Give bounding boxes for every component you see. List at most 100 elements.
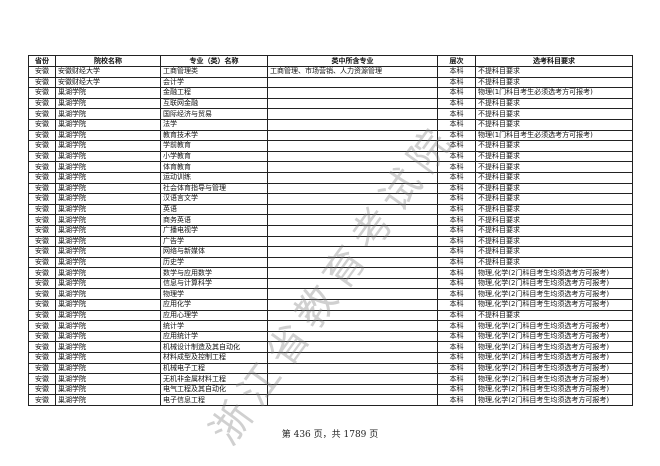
cell-major: 无机非金属材料工程 bbox=[160, 373, 268, 385]
cell-level: 本科 bbox=[437, 352, 476, 364]
cell-province: 安徽 bbox=[28, 309, 56, 322]
cell-subject-requirement: 不提科目要求 bbox=[475, 161, 633, 173]
cell-province: 安徽 bbox=[28, 256, 56, 269]
cell-school: 巢湖学院 bbox=[55, 362, 161, 375]
cell-subject-requirement: 物理,化学(2门科目考生均须选考方可报考) bbox=[475, 277, 633, 290]
table-row: 安徽 巢湖学院 汉语言文学 本科 不提科目要求 bbox=[28, 193, 633, 205]
cell-level: 本科 bbox=[437, 277, 476, 290]
cell-province: 安徽 bbox=[28, 277, 56, 290]
cell-school: 巢湖学院 bbox=[55, 224, 161, 237]
cell-province: 安徽 bbox=[28, 150, 56, 163]
cell-major: 广告学 bbox=[160, 235, 268, 248]
cell-subject-requirement: 不提科目要求 bbox=[475, 224, 633, 237]
cell-school: 巢湖学院 bbox=[55, 267, 161, 279]
table-row: 安徽 巢湖学院 物理学 本科 物理,化学(2门科目考生均须选考方可报考) bbox=[28, 288, 633, 301]
cell-school: 巢湖学院 bbox=[55, 277, 161, 290]
cell-subject-requirement: 不提科目要求 bbox=[475, 256, 633, 269]
cell-subject-requirement: 不提科目要求 bbox=[475, 171, 633, 184]
cell-major: 历史学 bbox=[160, 256, 268, 269]
table-row: 安徽 巢湖学院 电气工程及其自动化 本科 物理,化学(2门科目考生均须选考方可报考) bbox=[28, 383, 633, 396]
cell-included-majors bbox=[267, 150, 438, 163]
table-row: 安徽 巢湖学院 数学与应用数学 本科 物理,化学(2门科目考生均须选考方可报考) bbox=[28, 267, 633, 279]
cell-included-majors bbox=[267, 108, 438, 120]
cell-school: 巢湖学院 bbox=[55, 87, 161, 99]
table-row: 安徽 巢湖学院 学前教育 本科 不提科目要求 bbox=[28, 140, 633, 152]
cell-subject-requirement: 物理,化学(2门科目考生均须选考方可报考) bbox=[475, 341, 633, 354]
cell-included-majors bbox=[267, 267, 438, 279]
cell-school: 巢湖学院 bbox=[55, 203, 161, 216]
cell-subject-requirement: 物理(1门科目考生必须选考方可报考) bbox=[475, 129, 633, 142]
table-body: 安徽 安徽财经大学 工商管理类 工商管理、市场营销、人力资源管理 本科 不提科目要求 安徽安… bbox=[28, 66, 633, 406]
cell-included-majors bbox=[267, 97, 438, 110]
cell-subject-requirement: 不提科目要求 bbox=[475, 235, 633, 248]
cell-subject-requirement: 不提科目要求 bbox=[475, 193, 633, 205]
cell-major: 教育技术学 bbox=[160, 129, 268, 142]
cell-school: 巢湖学院 bbox=[55, 246, 161, 258]
cell-school: 巢湖学院 bbox=[55, 150, 161, 163]
cell-major: 体育教育 bbox=[160, 161, 268, 173]
table-row: 安徽 巢湖学院 广播电视学 本科 不提科目要求 bbox=[28, 224, 633, 237]
cell-subject-requirement: 不提科目要求 bbox=[475, 150, 633, 163]
cell-included-majors bbox=[267, 129, 438, 142]
cell-school: 巢湖学院 bbox=[55, 288, 161, 301]
table-row: 安徽 巢湖学院 互联网金融 本科 不提科目要求 bbox=[28, 97, 633, 110]
cell-included-majors bbox=[267, 256, 438, 269]
cell-included-majors bbox=[267, 352, 438, 364]
cell-major: 统计学 bbox=[160, 320, 268, 332]
cell-major: 英语 bbox=[160, 203, 268, 216]
cell-major: 运动训练 bbox=[160, 171, 268, 184]
cell-school: 巢湖学院 bbox=[55, 161, 161, 173]
header-school: 院校名称 bbox=[55, 55, 161, 67]
cell-level: 本科 bbox=[437, 193, 476, 205]
cell-level: 本科 bbox=[437, 299, 476, 311]
header-major: 专业（类）名称 bbox=[160, 55, 268, 67]
table-row: 安徽 巢湖学院 商务英语 本科 不提科目要求 bbox=[28, 214, 633, 226]
table-row: 安徽 巢湖学院 机械电子工程 本科 物理,化学(2门科目考生均须选考方可报考) bbox=[28, 362, 633, 375]
cell-major: 社会体育指导与管理 bbox=[160, 182, 268, 195]
cell-province: 安徽 bbox=[28, 246, 56, 258]
cell-school: 巢湖学院 bbox=[55, 383, 161, 396]
cell-school: 巢湖学院 bbox=[55, 309, 161, 322]
cell-major: 机械设计制造及其自动化 bbox=[160, 341, 268, 354]
cell-province: 安徽 bbox=[28, 341, 56, 354]
cell-included-majors bbox=[267, 224, 438, 237]
cell-level: 本科 bbox=[437, 362, 476, 375]
table-row: 安徽 巢湖学院 广告学 本科 不提科目要求 bbox=[28, 235, 633, 248]
cell-level: 本科 bbox=[437, 140, 476, 152]
cell-included-majors bbox=[267, 373, 438, 385]
cell-included-majors bbox=[267, 171, 438, 184]
cell-province: 安徽 bbox=[28, 182, 56, 195]
cell-school: 巢湖学院 bbox=[55, 256, 161, 269]
cell-major: 金融工程 bbox=[160, 87, 268, 99]
table-row: 安徽 巢湖学院 教育技术学 本科 物理(1门科目考生必须选考方可报考) bbox=[28, 129, 633, 142]
table-row: 安徽 巢湖学院 应用化学 本科 物理,化学(2门科目考生均须选考方可报考) bbox=[28, 299, 633, 311]
cell-included-majors bbox=[267, 235, 438, 248]
cell-province: 安徽 bbox=[28, 288, 56, 301]
cell-school: 巢湖学院 bbox=[55, 373, 161, 385]
cell-school: 巢湖学院 bbox=[55, 193, 161, 205]
page-number-footer: 第 436 页，共 1789 页 bbox=[281, 430, 379, 440]
table-row: 安徽 巢湖学院 运动训练 本科 不提科目要求 bbox=[28, 171, 633, 184]
cell-major: 电气工程及其自动化 bbox=[160, 383, 268, 396]
cell-province: 安徽 bbox=[28, 108, 56, 120]
cell-school: 巢湖学院 bbox=[55, 97, 161, 110]
cell-major: 会计学 bbox=[160, 76, 268, 89]
table-row: 安徽 巢湖学院 电子信息工程 本科 物理,化学(2门科目考生均须选考方可报考) bbox=[28, 394, 633, 406]
table-row: 安徽 巢湖学院 统计学 本科 物理,化学(2门科目考生均须选考方可报考) bbox=[28, 320, 633, 332]
cell-school: 巢湖学院 bbox=[55, 171, 161, 184]
cell-province: 安徽 bbox=[28, 203, 56, 216]
cell-level: 本科 bbox=[437, 246, 476, 258]
cell-school: 巢湖学院 bbox=[55, 129, 161, 142]
cell-school: 巢湖学院 bbox=[55, 108, 161, 120]
table-row: 安徽 巢湖学院 历史学 本科 不提科目要求 bbox=[28, 256, 633, 269]
table-row: 安徽 巢湖学院 体育教育 本科 不提科目要求 bbox=[28, 161, 633, 173]
cell-major: 应用统计学 bbox=[160, 330, 268, 343]
cell-level: 本科 bbox=[437, 66, 476, 78]
cell-included-majors bbox=[267, 341, 438, 354]
cell-subject-requirement: 不提科目要求 bbox=[475, 76, 633, 89]
cell-level: 本科 bbox=[437, 161, 476, 173]
cell-subject-requirement: 不提科目要求 bbox=[475, 309, 633, 322]
cell-major: 网络与新媒体 bbox=[160, 246, 268, 258]
cell-province: 安徽 bbox=[28, 171, 56, 184]
cell-school: 安徽财经大学 bbox=[55, 66, 161, 78]
